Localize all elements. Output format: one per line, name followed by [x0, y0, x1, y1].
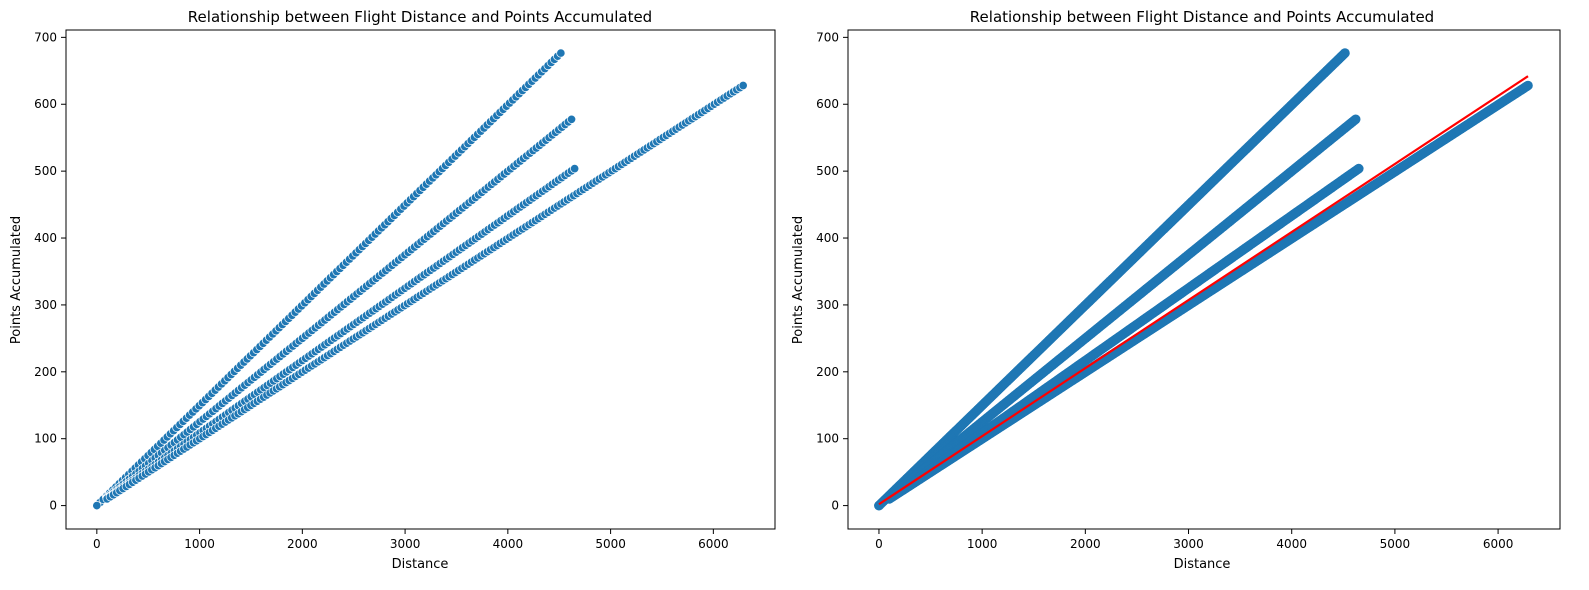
regression-line	[878, 75, 1529, 506]
x-ticks-right: 0 1000 2000 3000 4000 5000 6000	[875, 529, 1513, 551]
scatter-point	[570, 164, 580, 174]
chart-title-right: Relationship between Flight Distance and…	[970, 8, 1434, 26]
scatter-point	[1353, 163, 1364, 174]
x-tick-label: 5000	[1380, 537, 1411, 551]
plot-area-left	[65, 29, 776, 530]
x-tick-label: 4000	[493, 537, 524, 551]
y-tick-label: 100	[34, 432, 57, 446]
x-tick-label: 0	[875, 537, 883, 551]
chart-title-left: Relationship between Flight Distance and…	[188, 8, 652, 26]
scatter-point	[556, 48, 566, 58]
y-tick-label: 400	[816, 231, 839, 245]
y-axis-label-left: Points Accumulated	[9, 216, 24, 344]
scatter-points-right	[874, 48, 1533, 511]
x-tick-label: 0	[93, 537, 101, 551]
plot-area-right	[847, 29, 1561, 530]
scatter-points-left	[92, 48, 748, 511]
y-tick-label: 300	[34, 298, 57, 312]
y-ticks-right: 0 100 200 300 400 500 600 700	[816, 30, 848, 513]
scatter-point	[92, 501, 102, 511]
regression-line-right	[878, 75, 1529, 506]
x-tick-label: 3000	[390, 537, 421, 551]
scatter-point	[1350, 114, 1361, 125]
x-tick-label: 2000	[287, 537, 318, 551]
scatter-point	[1340, 48, 1350, 58]
x-tick-label: 1000	[184, 537, 215, 551]
x-tick-label: 2000	[1070, 537, 1101, 551]
y-tick-label: 600	[816, 97, 839, 111]
y-tick-label: 200	[34, 365, 57, 379]
x-axis-label-left: Distance	[392, 557, 449, 572]
y-tick-label: 300	[816, 298, 839, 312]
x-tick-label: 6000	[1483, 537, 1514, 551]
y-ticks-left: 0 100 200 300 400 500 600 700	[34, 30, 66, 513]
y-tick-label: 0	[831, 499, 839, 513]
scatter-point	[738, 80, 748, 91]
y-tick-label: 600	[34, 97, 57, 111]
x-tick-label: 6000	[698, 537, 729, 551]
y-tick-label: 0	[49, 499, 57, 513]
y-tick-label: 200	[816, 365, 839, 379]
x-axis-label-right: Distance	[1174, 557, 1231, 572]
scatter-panel-left: Relationship between Flight Distance and…	[9, 8, 776, 572]
y-tick-label: 400	[34, 231, 57, 245]
y-axis-label-right: Points Accumulated	[791, 216, 806, 344]
y-tick-label: 700	[816, 30, 839, 44]
x-ticks-left: 0 1000 2000 3000 4000 5000 6000	[93, 529, 729, 551]
y-tick-label: 500	[34, 164, 57, 178]
y-tick-label: 500	[816, 164, 839, 178]
scatter-panel-right: Relationship between Flight Distance and…	[791, 8, 1561, 572]
y-tick-label: 700	[34, 30, 57, 44]
x-tick-label: 5000	[595, 537, 626, 551]
x-tick-label: 3000	[1173, 537, 1204, 551]
y-tick-label: 100	[816, 432, 839, 446]
x-tick-label: 4000	[1276, 537, 1307, 551]
scatter-point	[1523, 80, 1533, 91]
x-tick-label: 1000	[967, 537, 998, 551]
scatter-point	[566, 114, 577, 124]
